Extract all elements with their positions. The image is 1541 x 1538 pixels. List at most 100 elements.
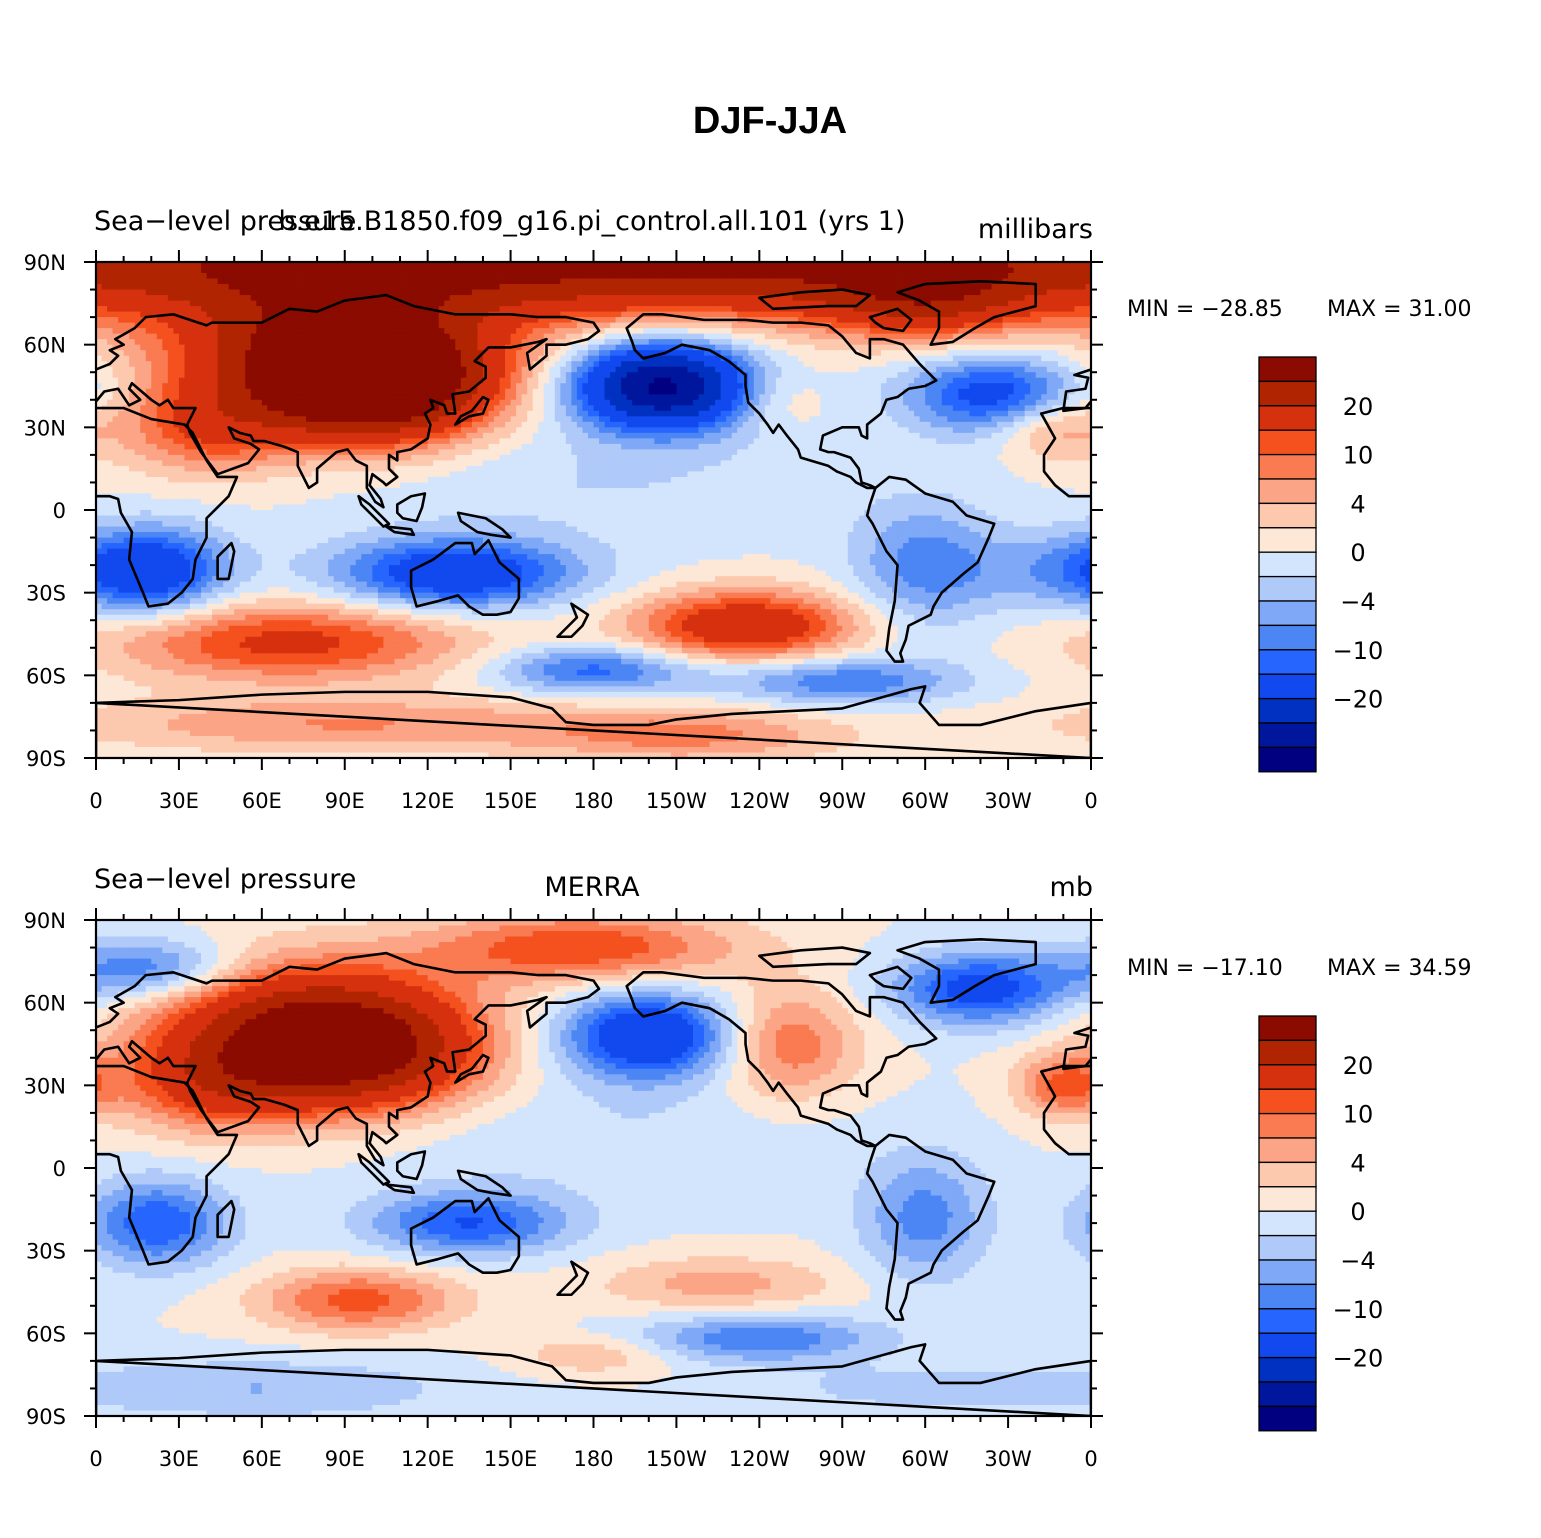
pressure-cell xyxy=(1041,295,1048,301)
pressure-cell xyxy=(853,344,860,351)
pressure-cell xyxy=(1057,295,1064,301)
pressure-cell xyxy=(405,399,412,406)
pressure-cell xyxy=(96,372,102,379)
pressure-cell xyxy=(516,339,523,346)
pressure-cell xyxy=(936,306,943,313)
pressure-cell xyxy=(538,366,545,373)
pressure-cell xyxy=(648,399,655,406)
pressure-cell xyxy=(184,306,191,313)
pressure-cell xyxy=(687,350,694,357)
pressure-cell xyxy=(212,350,219,357)
pressure-cell xyxy=(471,333,478,340)
pressure-cell xyxy=(764,399,771,406)
pressure-cell xyxy=(792,350,799,357)
pressure-cell xyxy=(963,339,970,346)
pressure-cell xyxy=(178,262,185,268)
pressure-cell xyxy=(1013,278,1020,285)
pressure-cell xyxy=(847,322,854,329)
pressure-cell xyxy=(665,405,672,412)
pressure-cell xyxy=(278,399,285,406)
pressure-cell xyxy=(306,262,312,268)
pressure-cell xyxy=(377,339,384,346)
pressure-cell xyxy=(250,273,257,279)
pressure-cell xyxy=(488,267,495,274)
pressure-cell xyxy=(250,322,257,329)
pressure-cell xyxy=(554,262,561,268)
pressure-cell xyxy=(748,289,755,296)
pressure-cell xyxy=(554,410,561,417)
pressure-cell xyxy=(212,388,219,395)
pressure-cell xyxy=(892,300,898,307)
pressure-cell xyxy=(643,278,650,285)
pressure-cell xyxy=(112,284,119,290)
pressure-cell xyxy=(720,267,727,274)
pressure-cell xyxy=(333,377,340,384)
pressure-cell xyxy=(930,328,937,335)
pressure-cell xyxy=(809,410,816,417)
pressure-cell xyxy=(162,350,169,357)
pressure-cell xyxy=(1063,278,1070,285)
pressure-cell xyxy=(554,383,561,390)
pressure-cell xyxy=(565,355,572,362)
pressure-cell xyxy=(781,300,788,307)
pressure-cell xyxy=(400,344,406,351)
pressure-cell xyxy=(952,317,959,324)
pressure-cell xyxy=(753,262,760,268)
pressure-cell xyxy=(814,405,821,412)
pressure-cell xyxy=(958,300,965,307)
pressure-cell xyxy=(272,273,279,279)
pressure-cell xyxy=(704,410,710,417)
pressure-cell xyxy=(1013,289,1020,296)
pressure-cell xyxy=(422,300,429,307)
pressure-cell xyxy=(145,284,152,290)
pressure-cell xyxy=(532,289,539,296)
pressure-cell xyxy=(670,267,677,274)
pressure-cell xyxy=(223,344,230,351)
pressure-cell xyxy=(361,317,368,324)
pressure-cell xyxy=(1035,311,1042,318)
pressure-cell xyxy=(637,267,644,274)
pressure-cell xyxy=(195,328,202,335)
pressure-cell xyxy=(853,322,860,329)
pressure-cell xyxy=(1035,273,1042,279)
pressure-cell xyxy=(985,311,992,318)
pressure-cell xyxy=(482,377,489,384)
pressure-cell xyxy=(516,388,523,395)
pressure-cell xyxy=(107,273,113,279)
pressure-cell xyxy=(781,355,788,362)
pressure-cell xyxy=(704,322,710,329)
pressure-cell xyxy=(361,284,368,290)
pressure-cell xyxy=(571,383,578,390)
pressure-cell xyxy=(499,366,506,373)
pressure-cell xyxy=(637,339,644,346)
pressure-cell xyxy=(659,405,666,412)
pressure-cell xyxy=(477,284,484,290)
pressure-cell xyxy=(250,300,257,307)
pressure-cell xyxy=(394,339,401,346)
pressure-cell xyxy=(516,410,523,417)
pressure-cell xyxy=(223,388,230,395)
pressure-cell xyxy=(405,383,412,390)
pressure-cell xyxy=(521,328,528,335)
pressure-cell xyxy=(261,394,268,401)
pressure-cell xyxy=(853,311,860,318)
pressure-cell xyxy=(510,377,517,384)
pressure-cell xyxy=(239,289,246,296)
pressure-cell xyxy=(449,372,456,379)
pressure-cell xyxy=(466,350,473,357)
pressure-cell xyxy=(665,284,672,290)
pressure-cell xyxy=(886,273,893,279)
pressure-cell xyxy=(947,372,954,379)
pressure-cell xyxy=(610,372,617,379)
pressure-cell xyxy=(184,355,191,362)
pressure-cell xyxy=(886,317,893,324)
pressure-cell xyxy=(245,366,252,373)
pressure-cell xyxy=(283,350,290,357)
pressure-cell xyxy=(659,372,666,379)
pressure-cell xyxy=(958,394,965,401)
pressure-cell xyxy=(289,267,296,274)
pressure-cell xyxy=(593,267,600,274)
pressure-cell xyxy=(610,306,617,313)
pressure-cell xyxy=(897,399,904,406)
pressure-cell xyxy=(687,410,694,417)
